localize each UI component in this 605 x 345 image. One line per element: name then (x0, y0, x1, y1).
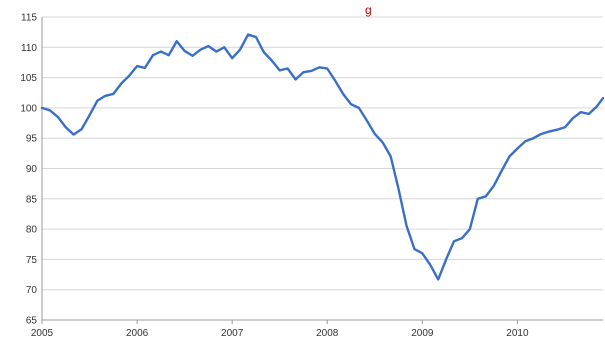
y-tick-label: 95 (26, 134, 38, 145)
y-tick-label: 100 (20, 103, 37, 114)
y-tick-label: 115 (21, 13, 37, 24)
x-tick-labels: 2005 2006 2007 2008 2009 2010 (31, 328, 529, 339)
y-tick-labels: 65 70 75 80 85 90 95 100 105 110 115 (20, 13, 37, 327)
y-tick-label: 90 (26, 164, 38, 175)
x-tick-label: 2007 (221, 328, 244, 339)
series-line (40, 33, 605, 281)
series-layer (40, 33, 605, 281)
x-tick-label: 2010 (506, 328, 529, 339)
x-tick-label: 2009 (411, 328, 434, 339)
x-tick-label: 2006 (126, 328, 149, 339)
x-tick-label: 2008 (316, 328, 339, 339)
axes (41, 17, 603, 324)
y-tick-label: 70 (26, 285, 38, 296)
x-tick-label: 2005 (31, 328, 54, 339)
y-tick-label: 105 (20, 73, 37, 84)
gridlines (42, 16, 603, 291)
chart-title: g (365, 3, 372, 17)
y-tick-label: 110 (21, 43, 37, 54)
y-tick-label: 65 (26, 316, 38, 327)
y-tick-label: 80 (26, 225, 38, 236)
y-tick-label: 85 (26, 194, 38, 205)
y-tick-label: 75 (26, 255, 38, 266)
